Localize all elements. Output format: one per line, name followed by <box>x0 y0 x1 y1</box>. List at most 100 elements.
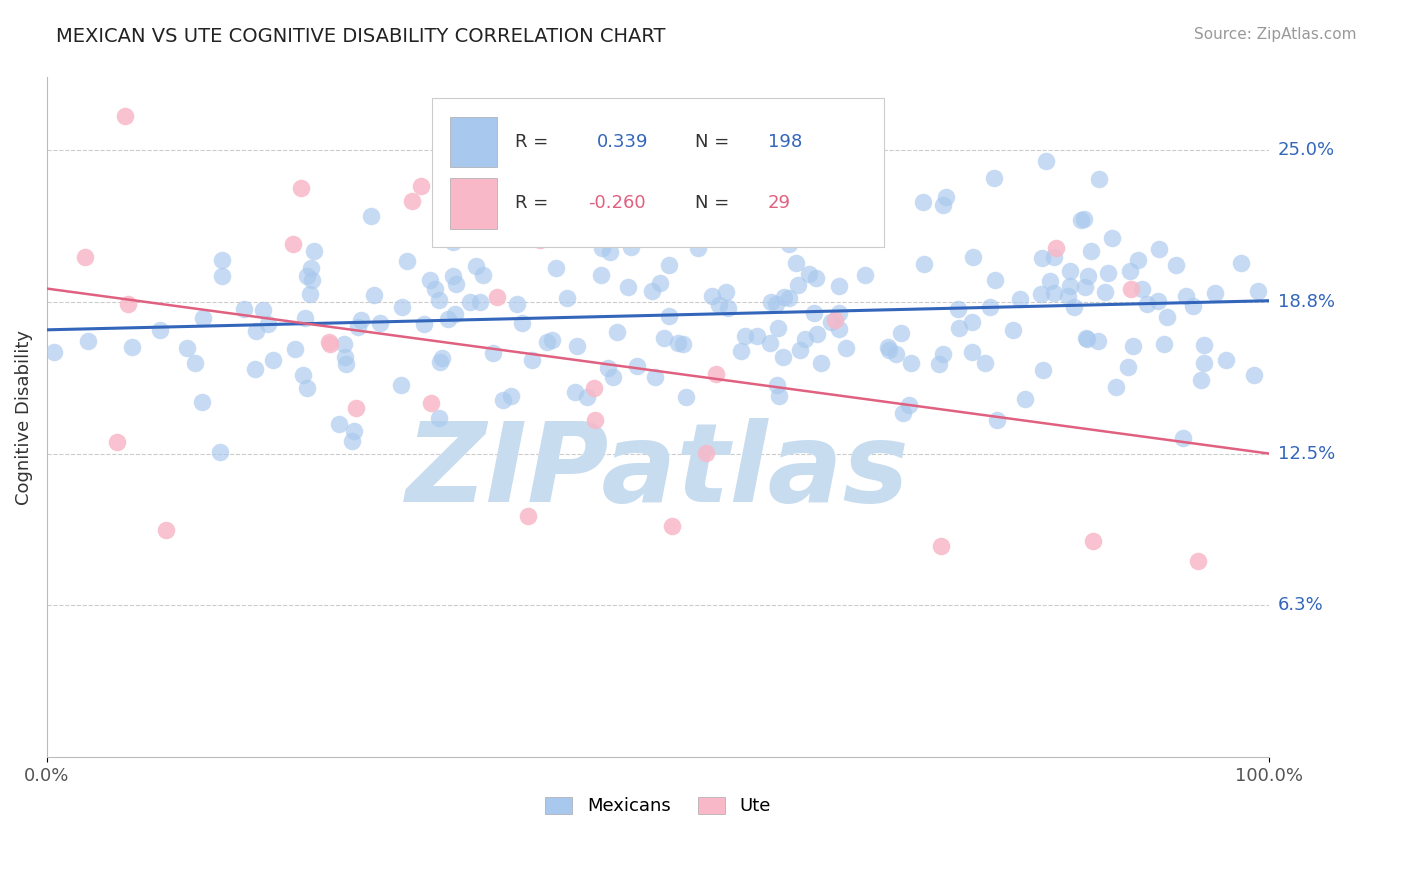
Point <box>804 271 827 285</box>
Point <box>983 273 1005 287</box>
Point <box>446 277 468 291</box>
Point <box>423 281 446 295</box>
Point <box>1045 241 1067 255</box>
Point <box>974 356 997 370</box>
Point <box>734 328 756 343</box>
Point <box>1081 534 1104 549</box>
Text: -0.260: -0.260 <box>588 194 645 212</box>
Point <box>672 336 695 351</box>
Point <box>707 298 730 312</box>
Point <box>948 321 970 335</box>
Point <box>471 268 494 283</box>
Point <box>284 342 307 356</box>
Point <box>827 279 849 293</box>
Point <box>346 320 368 334</box>
Point <box>1136 296 1159 310</box>
Point <box>343 425 366 439</box>
Point <box>1147 242 1170 256</box>
Point <box>208 445 231 459</box>
Point <box>731 186 754 200</box>
Point <box>599 244 621 259</box>
Point <box>768 389 790 403</box>
Point <box>1077 268 1099 283</box>
Point <box>717 301 740 316</box>
Point <box>232 301 254 316</box>
Point <box>1029 287 1052 301</box>
Point <box>541 231 564 245</box>
Point <box>835 341 858 355</box>
Point <box>1229 256 1251 270</box>
Point <box>730 344 752 359</box>
Point <box>294 311 316 326</box>
Point <box>501 389 523 403</box>
Point <box>176 341 198 355</box>
Point <box>443 307 465 321</box>
Point <box>520 352 543 367</box>
Point <box>793 332 815 346</box>
Point <box>1032 362 1054 376</box>
Point <box>420 395 443 409</box>
FancyBboxPatch shape <box>450 117 496 168</box>
Point <box>184 356 207 370</box>
Point <box>292 368 315 382</box>
Point <box>634 170 657 185</box>
Point <box>429 410 451 425</box>
Point <box>541 333 564 347</box>
Point <box>1118 264 1140 278</box>
Point <box>1014 392 1036 406</box>
Point <box>1070 213 1092 227</box>
Point <box>1087 334 1109 349</box>
Text: N =: N = <box>695 133 728 151</box>
Point <box>759 295 782 310</box>
Point <box>962 250 984 264</box>
Text: Source: ZipAtlas.com: Source: ZipAtlas.com <box>1194 27 1357 42</box>
Point <box>1189 373 1212 387</box>
Point <box>592 241 614 255</box>
Point <box>617 280 640 294</box>
Point <box>666 336 689 351</box>
Point <box>641 284 664 298</box>
Point <box>979 300 1001 314</box>
Point <box>333 337 356 351</box>
Point <box>932 347 955 361</box>
Point <box>211 268 233 283</box>
Point <box>1073 211 1095 226</box>
Point <box>1187 553 1209 567</box>
Point <box>350 313 373 327</box>
Point <box>1104 380 1126 394</box>
Point <box>328 417 350 432</box>
Point <box>745 329 768 343</box>
Point <box>1215 352 1237 367</box>
Point <box>575 390 598 404</box>
Point <box>1097 266 1119 280</box>
Point <box>318 334 340 349</box>
Point <box>911 195 934 210</box>
Point <box>960 315 983 329</box>
Point <box>803 306 825 320</box>
Text: 0.339: 0.339 <box>598 133 648 151</box>
Point <box>1039 273 1062 287</box>
Point <box>932 198 955 212</box>
Point <box>810 356 832 370</box>
Point <box>1182 300 1205 314</box>
Point <box>389 377 412 392</box>
Point <box>1194 338 1216 352</box>
Point <box>1076 332 1098 346</box>
Point <box>704 367 727 381</box>
Point <box>1175 288 1198 302</box>
Point <box>441 268 464 283</box>
Point <box>758 335 780 350</box>
Point <box>335 357 357 371</box>
Point <box>900 356 922 370</box>
Point <box>419 273 441 287</box>
Text: 18.8%: 18.8% <box>1278 293 1334 311</box>
Point <box>685 187 707 202</box>
Point <box>1001 323 1024 337</box>
Point <box>927 357 949 371</box>
Point <box>700 289 723 303</box>
Point <box>768 320 790 334</box>
Point <box>536 335 558 350</box>
Point <box>591 268 613 282</box>
Point <box>884 347 907 361</box>
Point <box>1088 172 1111 186</box>
